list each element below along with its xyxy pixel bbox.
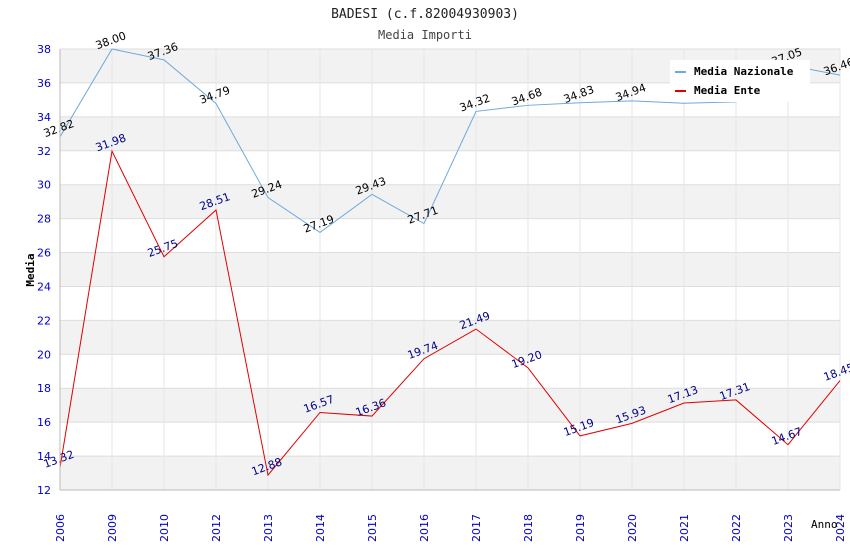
band-3 [60, 354, 840, 389]
y-tick-label: 18 [37, 382, 51, 395]
band-7 [60, 218, 840, 253]
y-tick-label: 38 [37, 43, 51, 56]
series-line-1 [59, 149, 841, 477]
background-bands [60, 49, 840, 490]
axes [59, 49, 840, 491]
band-4 [60, 320, 840, 355]
x-tick-label: 2021 [678, 514, 691, 542]
x-tick-label: 2012 [210, 514, 223, 542]
series-line-0 [59, 48, 841, 233]
band-8 [60, 184, 840, 219]
x-tick-label: 2017 [470, 514, 483, 542]
x-tick-label: 2015 [366, 514, 379, 542]
y-tick-label: 22 [37, 314, 51, 327]
x-tick-label: 2020 [626, 514, 639, 542]
y-tick-label: 24 [37, 280, 51, 293]
y-tick-label: 20 [37, 348, 51, 361]
x-tick-label: 2019 [574, 514, 587, 542]
y-tick-label: 34 [37, 111, 51, 124]
band-1 [60, 422, 840, 457]
x-tick-label: 2018 [522, 514, 535, 542]
band-6 [60, 252, 840, 287]
x-tick-label: 2009 [106, 514, 119, 542]
x-tick-label: 2006 [54, 514, 67, 542]
x-axis-label: Anno [811, 518, 838, 531]
x-tick-label: 2022 [730, 514, 743, 542]
series-lines [59, 48, 841, 477]
y-tick-label: 12 [37, 484, 51, 497]
chart-subtitle: Media Importi [378, 28, 472, 42]
band-5 [60, 286, 840, 321]
band-10 [60, 116, 840, 151]
band-2 [60, 388, 840, 423]
y-tick-label: 36 [37, 77, 51, 90]
x-tick-label: 2016 [418, 514, 431, 542]
gridlines [59, 48, 841, 491]
band-0 [60, 456, 840, 490]
legend: Media Nazionale Media Ente [670, 60, 810, 102]
y-tick-label: 14 [37, 450, 51, 463]
x-tick-label: 2010 [158, 514, 171, 542]
x-tick-label: 2013 [262, 514, 275, 542]
y-tick-label: 16 [37, 416, 51, 429]
y-tick-label: 30 [37, 179, 51, 192]
legend-label-nazionale: Media Nazionale [694, 65, 794, 78]
x-tick-label: 2014 [314, 514, 327, 542]
y-tick-labels: 12 14 16 18 20 22 24 26 28 30 32 34 36 38 [37, 43, 51, 497]
chart-title: BADESI (c.f.82004930903) [331, 7, 519, 22]
x-tick-labels: 2006 2009 2010 2012 2013 2014 2015 2016 2017 2018… [54, 514, 847, 542]
x-tick-label: 2024 [834, 514, 847, 542]
y-axis-label: Media [24, 253, 37, 286]
x-tick-label: 2023 [782, 514, 795, 542]
y-tick-label: 28 [37, 213, 51, 226]
y-tick-label: 32 [37, 145, 51, 158]
y-tick-label: 26 [37, 247, 51, 260]
legend-label-ente: Media Ente [694, 84, 761, 97]
legend-box [670, 60, 810, 102]
